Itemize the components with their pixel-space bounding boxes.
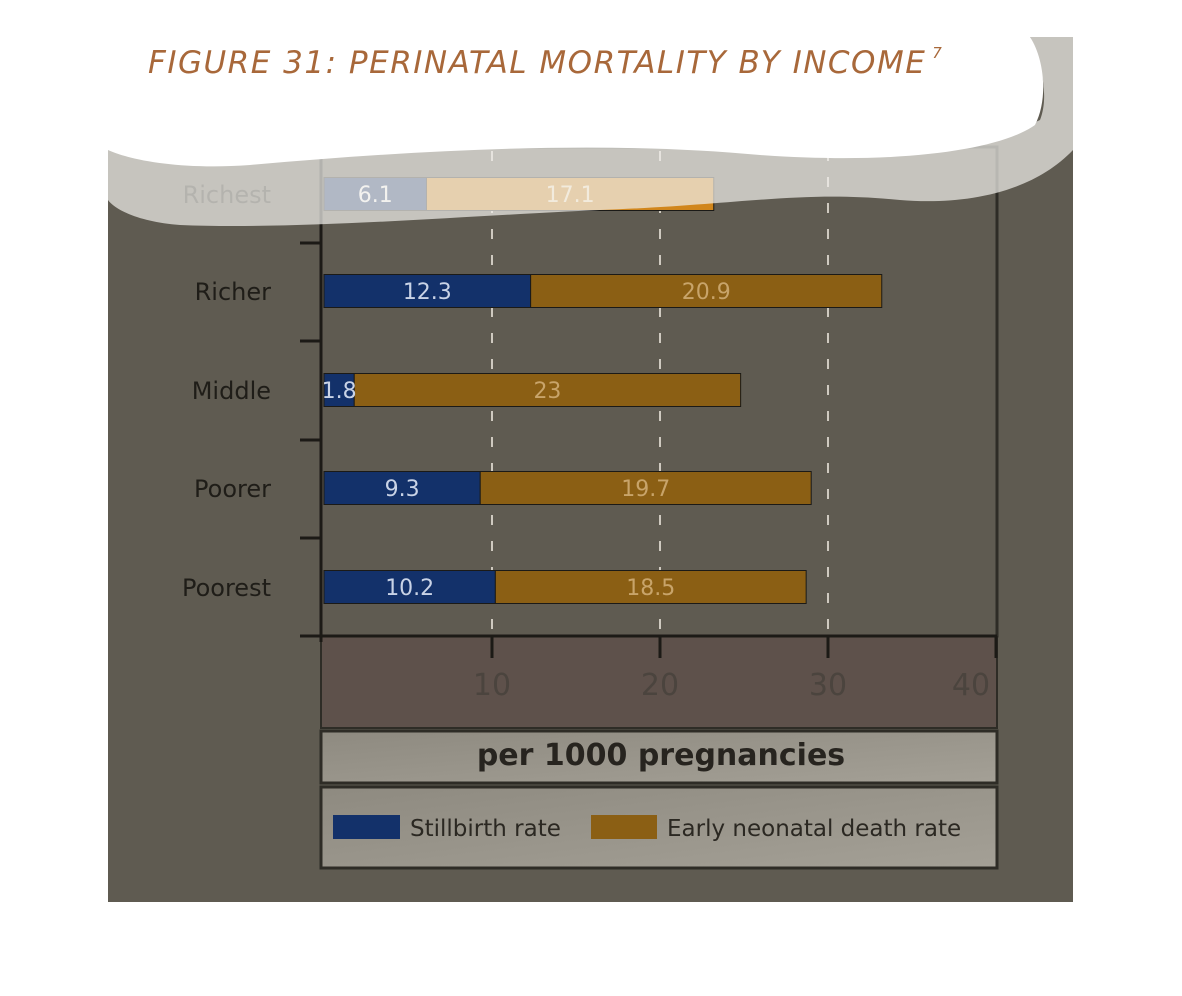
bar-label-neonatal-poorer: 19.7 <box>621 477 670 502</box>
footnote-marker: 7 <box>932 44 944 62</box>
bar-label-stillbirth-poorer: 9.3 <box>385 477 420 502</box>
figure-title: FIGURE 31: PERINATAL MORTALITY BY INCOME… <box>148 44 943 81</box>
category-label-poorer: Poorer <box>194 475 271 503</box>
legend-swatch-stillbirth <box>333 815 400 839</box>
xlabel-panel <box>319 729 999 785</box>
x-tick-label-10: 10 <box>473 668 511 703</box>
bar-label-stillbirth-richer: 12.3 <box>403 280 452 305</box>
title-banner-highlight <box>108 37 1044 167</box>
bar-stillbirth-poorer <box>323 471 481 505</box>
bar-stillbirth-richer <box>323 274 532 308</box>
bar-label-neonatal-richer: 20.9 <box>682 280 731 305</box>
bar-neonatal-poorer <box>479 471 812 505</box>
bar-stillbirth-middle <box>323 373 355 407</box>
x-tick-label-40: 40 <box>952 668 990 703</box>
category-label-middle: Middle <box>192 377 271 405</box>
category-label-poorest: Poorest <box>182 574 271 602</box>
bar-stillbirth-poorest <box>323 570 496 604</box>
x-tick-label-30: 30 <box>809 668 847 703</box>
bar-neonatal-poorest <box>494 570 807 604</box>
legend-label-neonatal: Early neonatal death rate <box>667 816 961 842</box>
x-tick-label-20: 20 <box>641 668 679 703</box>
bar-label-neonatal-poorest: 18.5 <box>626 576 675 601</box>
bar-label-neonatal-middle: 23 <box>533 379 561 404</box>
bar-label-stillbirth-middle: 1.8 <box>322 379 357 404</box>
x-axis-label: per 1000 pregnancies <box>477 738 845 773</box>
legend-label-stillbirth: Stillbirth rate <box>410 816 561 842</box>
category-label-richer: Richer <box>195 278 272 306</box>
bar-neonatal-middle <box>353 373 742 407</box>
bar-label-stillbirth-poorest: 10.2 <box>385 576 434 601</box>
figure-title-text: FIGURE 31: PERINATAL MORTALITY BY INCOME <box>148 45 927 81</box>
bar-neonatal-richer <box>530 274 883 308</box>
legend-swatch-neonatal <box>591 815 657 839</box>
legend-panel <box>319 785 999 870</box>
